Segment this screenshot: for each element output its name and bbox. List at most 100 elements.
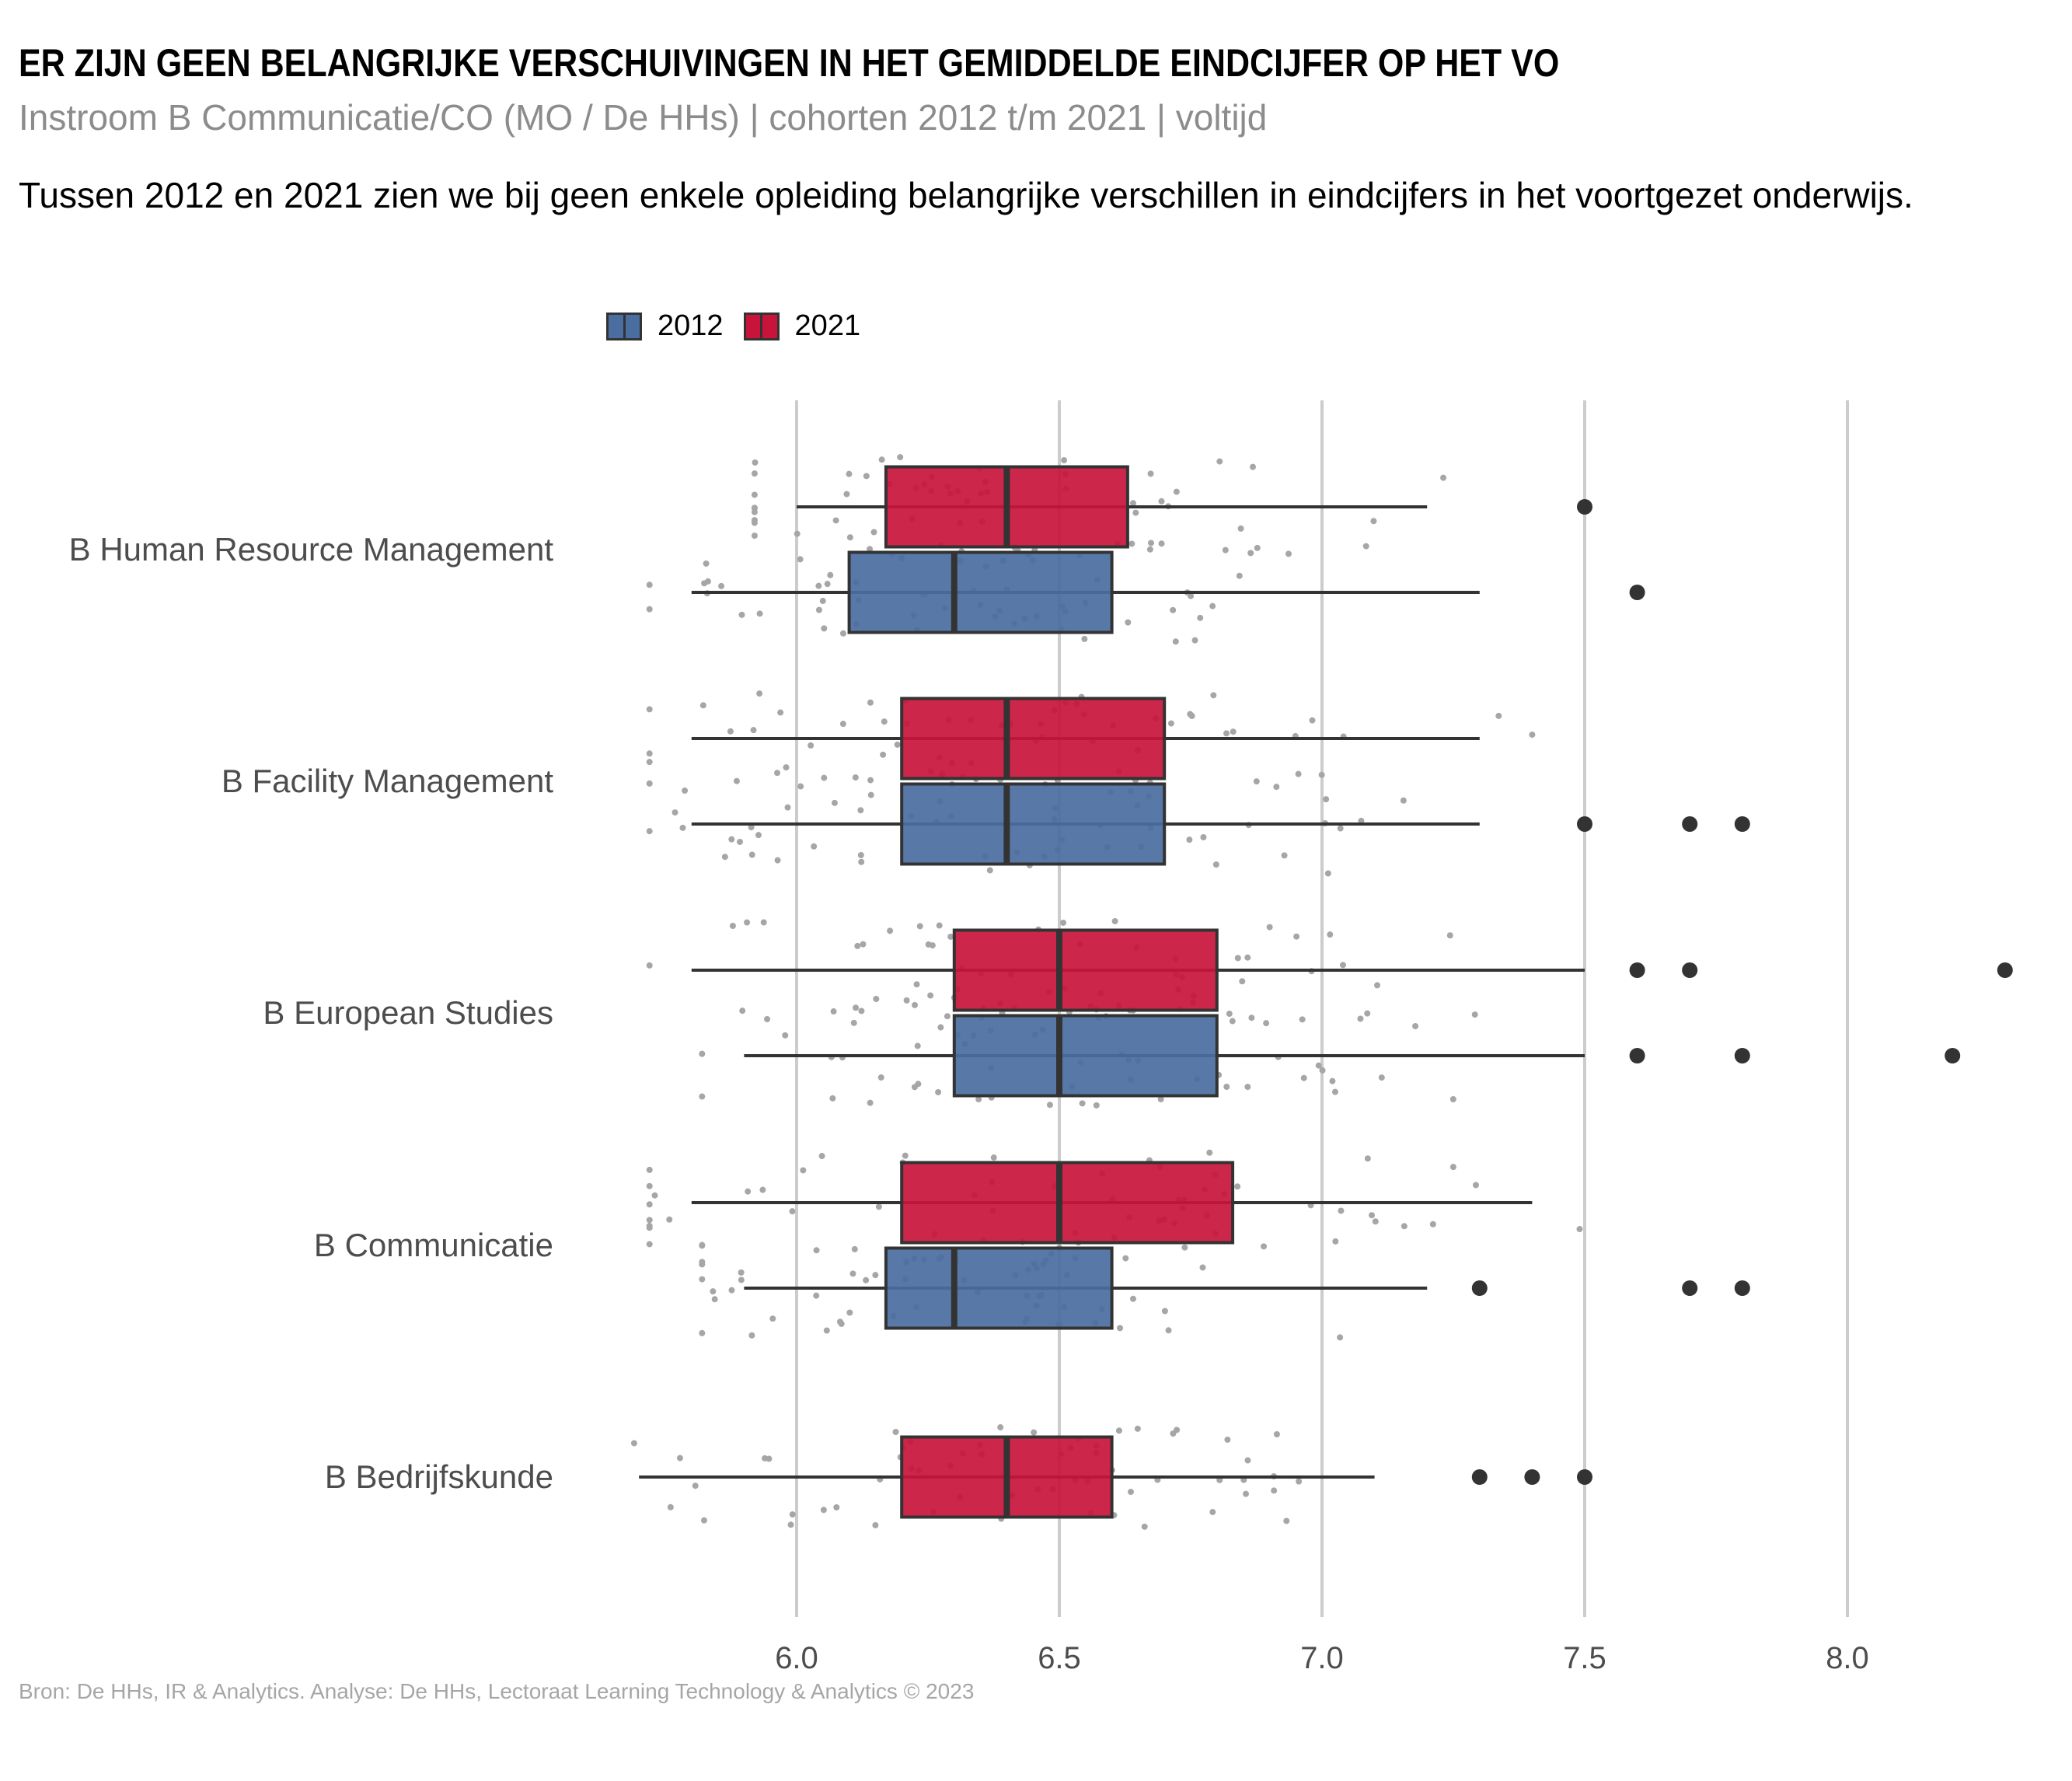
jitter-point: [863, 473, 870, 480]
jitter-point: [1244, 1084, 1251, 1091]
legend-item-2021: 2021: [743, 309, 861, 343]
jitter-point: [820, 1507, 827, 1514]
jitter-point: [1210, 692, 1217, 699]
jitter-point: [1181, 1244, 1188, 1251]
jitter-point: [721, 854, 728, 861]
jitter-point: [821, 774, 828, 781]
jitter-point: [1266, 924, 1273, 931]
jitter-point: [699, 1276, 706, 1283]
jitter-point: [744, 919, 751, 926]
chart-description: Tussen 2012 en 2021 zien we bij geen enk…: [19, 175, 1913, 215]
jitter-point: [1172, 638, 1179, 645]
outlier-point: [1577, 1469, 1592, 1485]
jitter-point: [873, 996, 880, 1003]
jitter-point: [1147, 540, 1154, 547]
category-label: B Bedrijfskunde: [325, 1458, 553, 1495]
jitter-point: [1446, 932, 1453, 939]
jitter-point: [1209, 1509, 1216, 1516]
jitter-point: [850, 1019, 857, 1026]
jitter-point: [1273, 784, 1280, 791]
jitter-point: [646, 780, 653, 787]
jitter-point: [836, 1318, 843, 1325]
jitter-point: [736, 838, 743, 845]
jitter-point: [699, 1261, 706, 1268]
jitter-point: [1031, 1429, 1038, 1436]
jitter-point: [827, 571, 834, 578]
legend-key-2021: [743, 312, 780, 340]
jitter-point: [710, 1288, 717, 1295]
jitter-point: [738, 1276, 745, 1283]
jitter-point: [666, 1216, 673, 1223]
outlier-point: [1945, 1048, 1961, 1063]
jitter-point: [1061, 457, 1068, 464]
jitter-point: [748, 851, 755, 858]
jitter-point: [1223, 730, 1230, 737]
outlier-point: [1682, 962, 1698, 978]
jitter-point: [916, 923, 923, 930]
jitter-point: [852, 774, 859, 781]
jitter-point: [667, 1503, 674, 1510]
jitter-point: [769, 1315, 776, 1322]
jitter-point: [829, 1095, 836, 1102]
jitter-point: [875, 1203, 882, 1210]
jitter-point: [1449, 1095, 1456, 1102]
legend-label-2021: 2021: [794, 309, 861, 342]
jitter-point: [751, 491, 758, 498]
box: [900, 697, 1167, 780]
jitter-point: [913, 981, 920, 988]
jitter-point: [813, 1247, 820, 1254]
jitter-point: [867, 1099, 874, 1106]
outlier-point: [1997, 962, 2013, 978]
jitter-point: [711, 1296, 718, 1303]
jitter-point: [846, 534, 853, 541]
jitter-point: [1253, 778, 1260, 785]
jitter-point: [832, 517, 839, 524]
jitter-point: [887, 927, 894, 934]
jitter-point: [1046, 1102, 1053, 1109]
jitter-point: [745, 1188, 752, 1195]
jitter-point: [1147, 470, 1154, 477]
jitter-point: [729, 923, 736, 930]
jitter-point: [1226, 1011, 1233, 1018]
outlier-point: [1734, 1048, 1750, 1063]
box: [952, 1014, 1219, 1098]
jitter-point: [1440, 474, 1447, 481]
jitter-point: [892, 1429, 899, 1436]
jitter-point: [699, 1241, 706, 1248]
jitter-point: [1295, 770, 1302, 777]
jitter-point: [1244, 1457, 1251, 1464]
jitter-point: [651, 1192, 658, 1199]
jitter-point: [1224, 1436, 1231, 1443]
jitter-point: [944, 1013, 951, 1020]
jitter-point: [857, 851, 864, 858]
jitter-point: [682, 787, 689, 794]
jitter-point: [1239, 978, 1246, 985]
jitter-point: [1111, 917, 1118, 924]
jitter-point: [1129, 1295, 1136, 1302]
jitter-point: [1283, 1517, 1290, 1524]
jitter-point: [911, 1084, 918, 1091]
box: [847, 550, 1114, 634]
jitter-point: [1161, 1308, 1168, 1315]
outlier-point: [1577, 816, 1592, 832]
jitter-point: [815, 606, 822, 613]
jitter-point: [870, 529, 877, 536]
jitter-point: [1358, 817, 1365, 824]
jitter-point: [787, 1521, 794, 1528]
jitter-point: [1209, 602, 1216, 609]
jitter-point: [1429, 1221, 1436, 1227]
jitter-point: [1248, 1014, 1255, 1021]
jitter-point: [997, 1424, 1004, 1431]
jitter-point: [903, 997, 910, 1004]
jitter-point: [1174, 1427, 1181, 1434]
jitter-point: [1115, 1427, 1122, 1434]
jitter-point: [764, 1016, 771, 1023]
jitter-point: [1191, 637, 1198, 644]
jitter-point: [1254, 544, 1261, 551]
jitter-point: [880, 751, 887, 758]
jitter-point: [937, 1024, 944, 1031]
jitter-point: [811, 843, 818, 850]
jitter-point: [912, 1001, 919, 1008]
jitter-point: [794, 530, 801, 537]
chart-subtitle: Instroom B Communicatie/CO (MO / De HHs)…: [19, 97, 1268, 138]
